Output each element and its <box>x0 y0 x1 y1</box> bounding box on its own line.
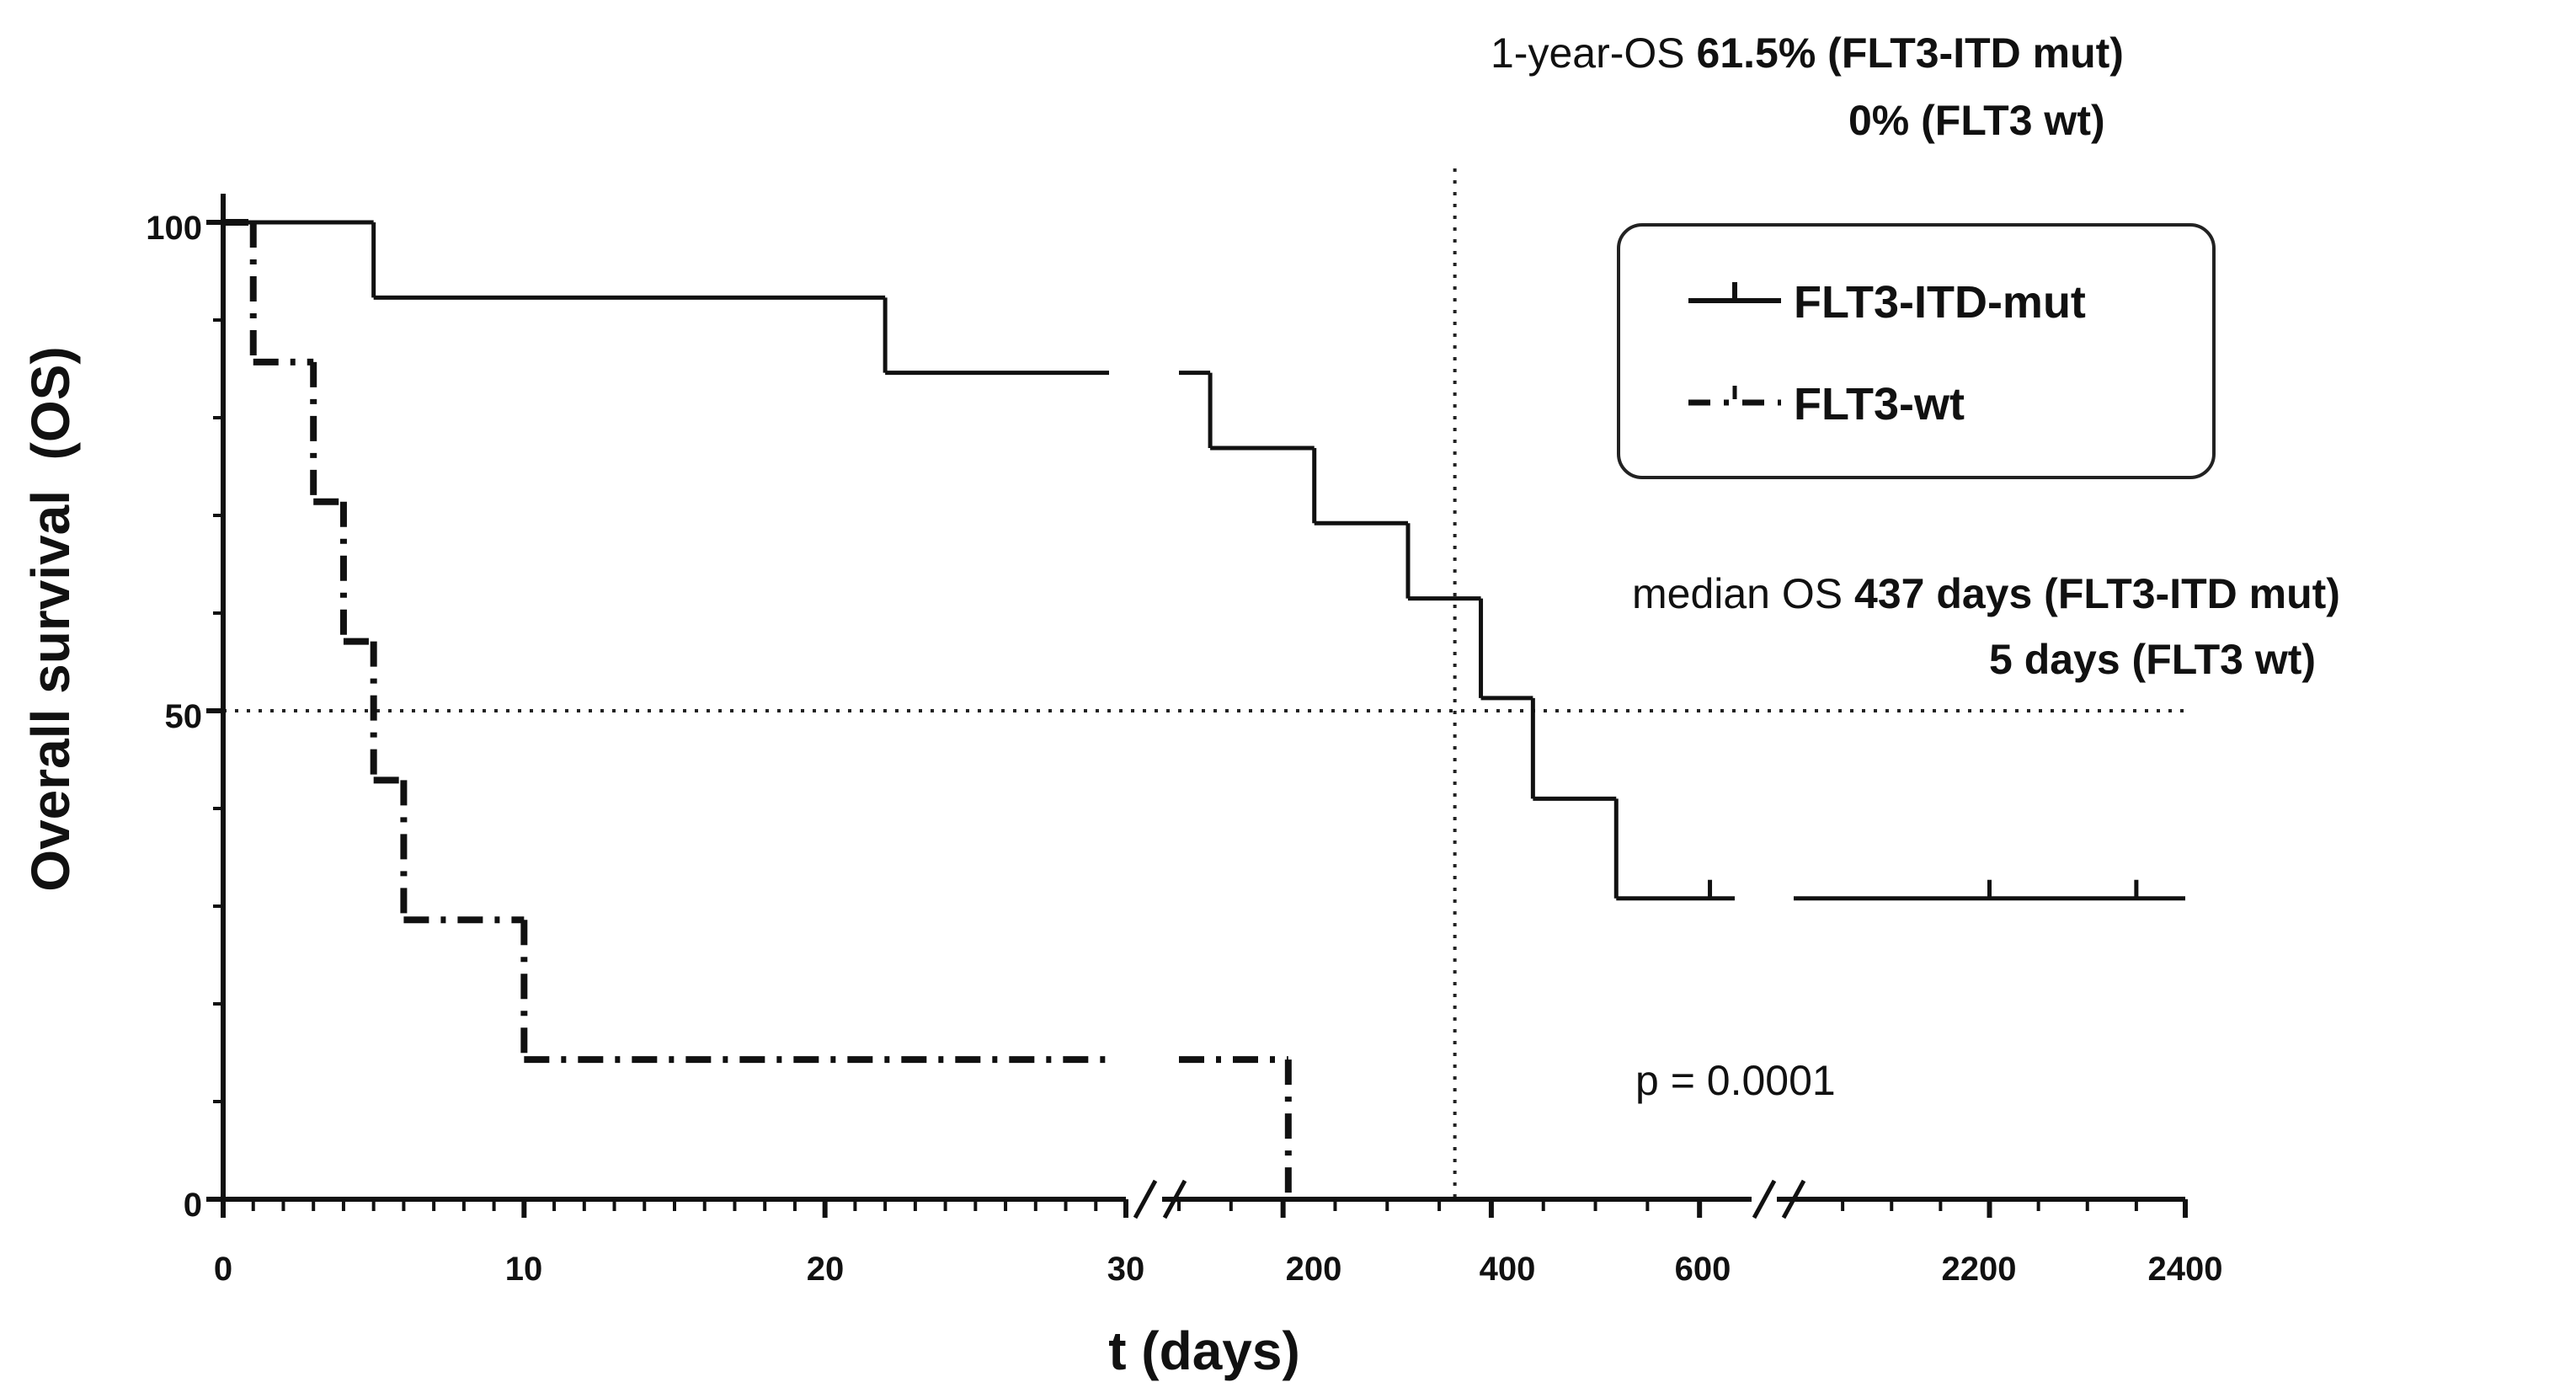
axis-break-slash <box>1133 1179 1158 1219</box>
one-year-os-annotation: 1-year-OS 61.5% (FLT3-ITD mut) <box>1491 29 2124 77</box>
axes <box>206 194 2188 1219</box>
axis-break-slash <box>1162 1179 1187 1219</box>
median-os-prefix: median OS <box>1632 570 1854 617</box>
median-os-mut: 437 days (FLT3-ITD mut) <box>1854 570 2340 617</box>
x-tick-label: 30 <box>1107 1251 1145 1288</box>
median-os-annotation: median OS 437 days (FLT3-ITD mut) <box>1632 570 2340 617</box>
one-year-os-prefix: 1-year-OS <box>1491 29 1697 77</box>
x-tick-label: 20 <box>807 1251 845 1288</box>
axis-break-slash <box>1781 1179 1806 1219</box>
legend-box <box>1617 223 2216 479</box>
median-os-wt: 5 days (FLT3 wt) <box>1989 636 2316 683</box>
x-tick-label: 200 <box>1286 1251 1342 1288</box>
x-axis-tick-labels: 0 10 20 30 200 400 600 2200 2400 <box>214 1251 2223 1288</box>
x-tick-label: 0 <box>214 1251 232 1288</box>
legend-label: FLT3-ITD-mut <box>1794 277 2086 328</box>
x-tick-label: 2200 <box>1942 1251 2017 1288</box>
y-tick-label: 100 <box>146 210 202 247</box>
p-value-annotation: p = 0.0001 <box>1635 1057 1836 1104</box>
y-axis-ticks: 100 50 0 <box>146 210 202 1224</box>
x-axis-title: t (days) <box>1108 1321 1300 1381</box>
x-tick-label: 10 <box>505 1251 543 1288</box>
x-tick-label: 2400 <box>2148 1251 2223 1288</box>
x-tick-label: 400 <box>1480 1251 1536 1288</box>
legend-entry-flt3-itd-mut: FLT3-ITD-mut <box>1688 277 2086 328</box>
series-layer <box>223 219 2185 1199</box>
y-axis-title: Overall survival (OS) <box>20 346 81 891</box>
y-tick-label: 50 <box>165 698 203 735</box>
reference-lines <box>223 168 2185 1199</box>
legend-label: FLT3-wt <box>1794 379 1965 430</box>
legend: FLT3-ITD-mut FLT3-wt <box>1617 223 2216 479</box>
one-year-os-mut: 61.5% (FLT3-ITD mut) <box>1697 29 2124 77</box>
y-tick-label: 0 <box>184 1187 202 1224</box>
x-tick-label: 600 <box>1675 1251 1731 1288</box>
axis-break-slash <box>1752 1179 1777 1219</box>
one-year-os-wt: 0% (FLT3 wt) <box>1848 97 2105 144</box>
legend-entry-flt3-wt: FLT3-wt <box>1688 379 1965 430</box>
